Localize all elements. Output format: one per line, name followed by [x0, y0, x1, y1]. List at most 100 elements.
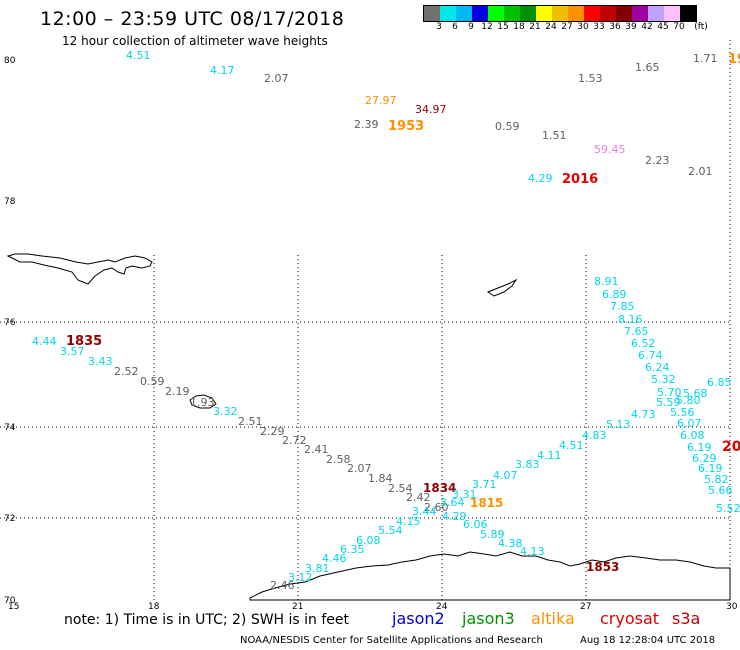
- legend-swatch: [504, 6, 520, 21]
- satellite-jason3: jason3: [462, 609, 515, 628]
- legend-label: 39: [625, 22, 637, 32]
- wave-height-label: 5.82: [704, 473, 729, 486]
- lat-label: 78: [4, 197, 16, 207]
- color-scale-legend: [423, 5, 697, 22]
- wave-height-label: 6.06: [463, 518, 488, 531]
- legend-label: 6: [452, 22, 458, 32]
- observations: 1835 1953 2016 1834 1815 1853 19 20 4.51 4.17 2.07…: [32, 49, 740, 592]
- satellite-s3a: s3a: [672, 609, 701, 628]
- wave-height-label: 2.01: [688, 165, 713, 178]
- wave-height-label: 2.41: [304, 443, 329, 456]
- wave-height-label: 4.46: [322, 552, 347, 565]
- pass-time-label: 1815: [470, 496, 503, 510]
- legend-label: 70: [673, 22, 685, 32]
- wave-height-label: 27.97: [365, 94, 397, 107]
- wave-height-label: 3.12: [288, 571, 313, 584]
- legend-swatch: [552, 6, 568, 21]
- lat-label: 80: [4, 56, 16, 66]
- legend-label: 30: [577, 22, 589, 32]
- wave-height-label: 4.15: [396, 515, 421, 528]
- satellite-altika: altika: [531, 609, 575, 628]
- lon-label: 18: [148, 602, 160, 612]
- wave-height-label: 2.72: [282, 434, 307, 447]
- coastline-path: [486, 278, 518, 297]
- coastline: [6, 253, 731, 601]
- legend-swatch: [520, 6, 536, 21]
- wave-height-label: 4.44: [32, 335, 57, 348]
- wave-height-label: 2.42: [406, 491, 431, 504]
- wave-height-label: 6.19: [698, 462, 723, 475]
- wave-height-label: 2.54: [388, 482, 413, 495]
- wave-height-label: 4.07: [493, 469, 518, 482]
- wave-height-label: 3.64: [440, 496, 465, 509]
- legend-swatch: [616, 6, 632, 21]
- wave-height-label: 6.08: [356, 534, 381, 547]
- wave-height-label: 2.60: [424, 501, 449, 514]
- wave-height-label: 2.46: [270, 579, 295, 592]
- latitude-labels: 80 78 76 74 72 70: [4, 56, 16, 606]
- wave-height-label: 6.74: [638, 349, 663, 362]
- coastline-path: [189, 394, 217, 409]
- wave-height-label: 5.32: [651, 373, 676, 386]
- lon-label: 27: [580, 602, 591, 612]
- lon-label: 24: [436, 602, 448, 612]
- lat-label: 76: [4, 318, 16, 328]
- wave-height-label: 2.19: [165, 385, 190, 398]
- wave-height-label: 1.71: [693, 52, 718, 65]
- grid: [0, 40, 731, 600]
- longitude-labels: 15 18 21 24 27 30: [8, 602, 738, 612]
- wave-height-label: 3.32: [213, 405, 238, 418]
- wave-height-label: 8.91: [594, 275, 619, 288]
- legend-label: 42: [641, 22, 653, 32]
- footer-note: note: 1) Time is in UTC; 2) SWH is in fe…: [64, 612, 350, 628]
- wave-height-label: 4.83: [582, 429, 607, 442]
- satellite-cryosat: cryosat: [600, 609, 660, 628]
- wave-height-label: 3.44: [412, 505, 437, 518]
- legend-swatch: [664, 6, 680, 21]
- wave-height-label: 6.07: [677, 417, 702, 430]
- wave-height-label: 59.45: [594, 143, 626, 156]
- lat-label: 74: [4, 423, 16, 433]
- wave-height-label: 4.11: [537, 449, 562, 462]
- wave-height-label: 6.24: [645, 361, 670, 374]
- legend-label: 21: [529, 22, 541, 32]
- wave-height-label: 5.56: [670, 406, 695, 419]
- wave-height-label: 5.80: [676, 394, 701, 407]
- wave-height-label: 1.51: [542, 129, 567, 142]
- legend-label: 3: [436, 22, 442, 32]
- wave-height-label: 5.89: [480, 528, 505, 541]
- legend-label: 24: [545, 22, 557, 32]
- wave-height-label: 5.70: [657, 386, 682, 399]
- wave-height-label: 2.23: [645, 154, 670, 167]
- wave-height-label: 1.93: [190, 396, 215, 409]
- wave-height-label: 7.85: [610, 300, 635, 313]
- legend-label: 15: [497, 22, 509, 32]
- wave-height-label: 5.59: [656, 396, 681, 409]
- wave-height-label: 2.07: [347, 462, 372, 475]
- wave-height-label: 4.29: [442, 510, 467, 523]
- wave-height-label: 6.29: [692, 452, 717, 465]
- wave-height-label: 5.54: [378, 524, 403, 537]
- legend-label: 33: [593, 22, 605, 32]
- legend-swatch: [600, 6, 616, 21]
- wave-height-label: 5.68: [683, 387, 708, 400]
- wave-height-label: 6.89: [602, 288, 627, 301]
- map-subtitle: 12 hour collection of altimeter wave hei…: [62, 34, 328, 48]
- credit-text: NOAA/NESDIS Center for Satellite Applica…: [240, 635, 543, 646]
- pass-time-label: 1834: [423, 481, 456, 495]
- wave-height-label: 6.52: [631, 337, 656, 350]
- wave-height-label: 6.19: [687, 441, 712, 454]
- wave-height-label: 3.71: [472, 478, 497, 491]
- legend-swatch: [568, 6, 584, 21]
- wave-height-label: 3.83: [515, 458, 540, 471]
- wave-height-label: 2.39: [354, 118, 379, 131]
- legend-label: 45: [657, 22, 669, 32]
- map-title: 12:00 – 23:59 UTC 08/17/2018: [40, 8, 345, 30]
- coastline-path: [249, 551, 731, 601]
- color-scale-labels: 3 6 9 12 15 18 21 24 27 30 33 36 39 42 45 70 (ft): [423, 22, 740, 34]
- legend-label: 18: [513, 22, 525, 32]
- lon-label: 15: [8, 602, 19, 612]
- legend-label: 36: [609, 22, 621, 32]
- wave-height-label: 2.07: [264, 72, 289, 85]
